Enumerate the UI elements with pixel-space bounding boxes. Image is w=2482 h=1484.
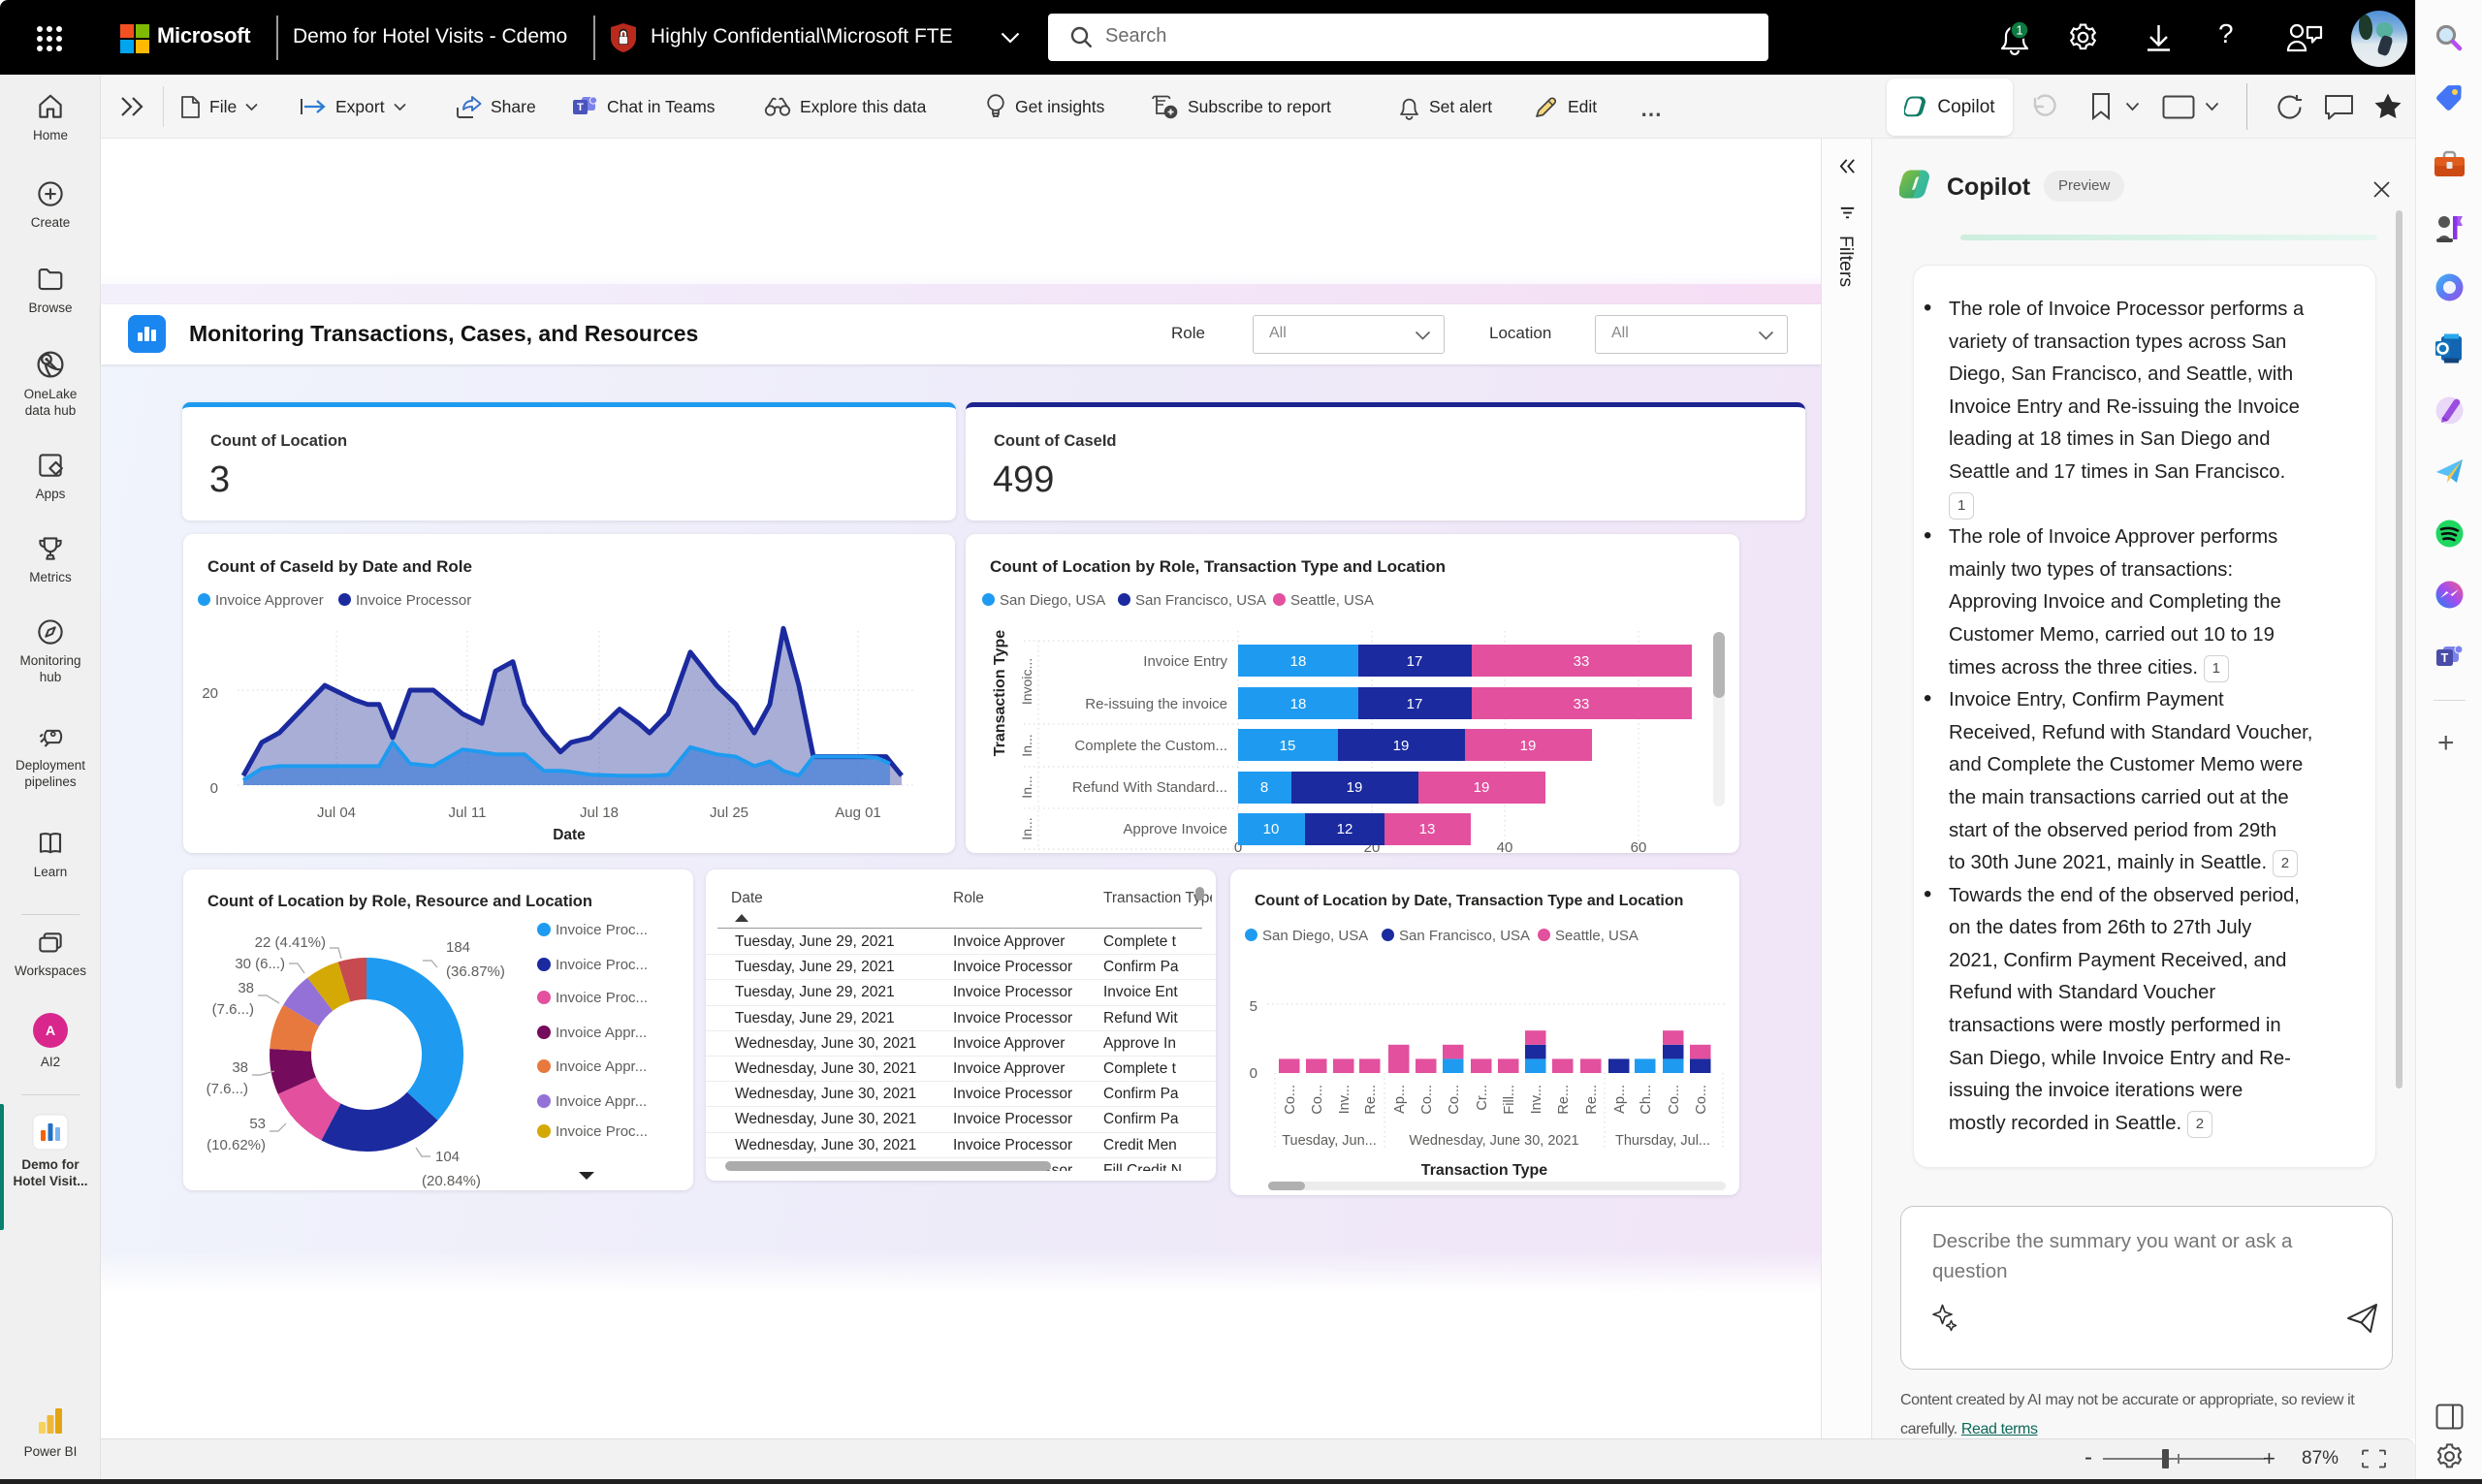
svg-text:Jul 18: Jul 18 [580, 805, 619, 821]
svg-text:Co...: Co... [1310, 1085, 1325, 1115]
svg-text:Invoic...: Invoic... [1019, 658, 1034, 705]
svg-text:20: 20 [202, 685, 218, 702]
svg-text:Invoice Entry: Invoice Entry [1143, 653, 1227, 670]
svg-text:Co...: Co... [1447, 1085, 1462, 1115]
svg-text:Jul 25: Jul 25 [710, 805, 748, 821]
svg-text:In...: In... [1019, 817, 1034, 839]
svg-text:Aug 01: Aug 01 [835, 805, 881, 821]
svg-text:0: 0 [1234, 839, 1242, 853]
svg-text:Invoice Proc...: Invoice Proc... [556, 957, 648, 973]
svg-text:33: 33 [1574, 653, 1590, 670]
svg-text:Invoice Proc...: Invoice Proc... [556, 990, 648, 1006]
svg-text:Co...: Co... [1694, 1085, 1709, 1115]
svg-text:Wednesday, June 30, 2021: Wednesday, June 30, 2021 [1409, 1133, 1578, 1149]
svg-text:5: 5 [1250, 998, 1257, 1015]
svg-text:Invoice Appr...: Invoice Appr... [556, 1058, 647, 1075]
svg-text:Co...: Co... [1419, 1085, 1435, 1115]
svg-text:Re-issuing the invoice: Re-issuing the invoice [1085, 696, 1227, 712]
svg-text:30 (6...): 30 (6...) [235, 956, 285, 972]
svg-text:17: 17 [1407, 696, 1423, 712]
svg-text:T: T [577, 102, 584, 113]
svg-text:Transaction Type: Transaction Type [992, 630, 1008, 757]
svg-text:(36.87%): (36.87%) [446, 963, 505, 980]
svg-text:38: 38 [232, 1059, 248, 1076]
svg-text:33: 33 [1574, 696, 1590, 712]
svg-text:18: 18 [1290, 696, 1307, 712]
svg-text:Ap...: Ap... [1392, 1085, 1408, 1114]
svg-text:Complete the Custom...: Complete the Custom... [1074, 738, 1227, 754]
svg-text:10: 10 [1263, 821, 1280, 837]
svg-text:0: 0 [210, 780, 218, 797]
svg-text:(10.62%): (10.62%) [207, 1137, 266, 1153]
svg-text:184: 184 [446, 939, 470, 956]
svg-text:Inv...: Inv... [1529, 1085, 1544, 1114]
svg-text:60: 60 [1631, 839, 1647, 853]
svg-text:Approve Invoice: Approve Invoice [1123, 821, 1227, 837]
svg-text:19: 19 [1347, 779, 1363, 796]
svg-text:T: T [2441, 651, 2449, 665]
svg-text:Cr...: Cr... [1475, 1085, 1490, 1111]
svg-text:Jul 04: Jul 04 [317, 805, 356, 821]
svg-text:Re...: Re... [1556, 1085, 1572, 1115]
svg-text:8: 8 [1260, 779, 1268, 796]
svg-text:Ch...: Ch... [1639, 1085, 1654, 1115]
svg-text:18: 18 [1290, 653, 1307, 670]
svg-text:Transaction Type: Transaction Type [1421, 1162, 1548, 1179]
svg-text:19: 19 [1474, 779, 1490, 796]
svg-text:Co...: Co... [1283, 1085, 1298, 1115]
svg-text:104: 104 [435, 1149, 460, 1165]
svg-text:1: 1 [2016, 23, 2022, 38]
svg-text:15: 15 [1280, 738, 1296, 754]
svg-text:Inv...: Inv... [1337, 1085, 1352, 1114]
svg-text:Re...: Re... [1584, 1085, 1600, 1115]
svg-text:Ap...: Ap... [1612, 1085, 1628, 1114]
svg-text:In...: In... [1019, 734, 1034, 756]
svg-text:Fill...: Fill... [1502, 1085, 1517, 1115]
svg-text:Refund With Standard...: Refund With Standard... [1072, 779, 1227, 796]
svg-text:Tuesday, Jun...: Tuesday, Jun... [1282, 1133, 1377, 1149]
svg-text:19: 19 [1393, 738, 1410, 754]
svg-text:Date: Date [553, 827, 586, 843]
svg-text:Invoice Appr...: Invoice Appr... [556, 1093, 647, 1110]
svg-text:(20.84%): (20.84%) [422, 1173, 481, 1189]
svg-text:Re...: Re... [1363, 1085, 1379, 1115]
svg-text:Jul 11: Jul 11 [449, 805, 487, 821]
svg-text:(7.6...): (7.6...) [212, 1001, 254, 1018]
svg-text:22 (4.41%): 22 (4.41%) [255, 934, 326, 951]
svg-text:53: 53 [249, 1116, 266, 1132]
svg-text:Invoice Proc...: Invoice Proc... [556, 922, 648, 938]
svg-text:0: 0 [1250, 1065, 1257, 1082]
svg-text:17: 17 [1407, 653, 1423, 670]
svg-text:Co...: Co... [1667, 1085, 1682, 1115]
svg-text:38: 38 [238, 980, 254, 996]
svg-text:13: 13 [1419, 821, 1436, 837]
svg-text:12: 12 [1337, 821, 1353, 837]
svg-text:Thursday, Jul...: Thursday, Jul... [1615, 1133, 1710, 1149]
svg-text:In...: In... [1019, 775, 1034, 798]
svg-text:Invoice Proc...: Invoice Proc... [556, 1123, 648, 1140]
svg-text:(7.6...): (7.6...) [207, 1081, 248, 1097]
svg-text:Invoice Appr...: Invoice Appr... [556, 1025, 647, 1041]
svg-text:40: 40 [1497, 839, 1513, 853]
svg-text:19: 19 [1520, 738, 1537, 754]
